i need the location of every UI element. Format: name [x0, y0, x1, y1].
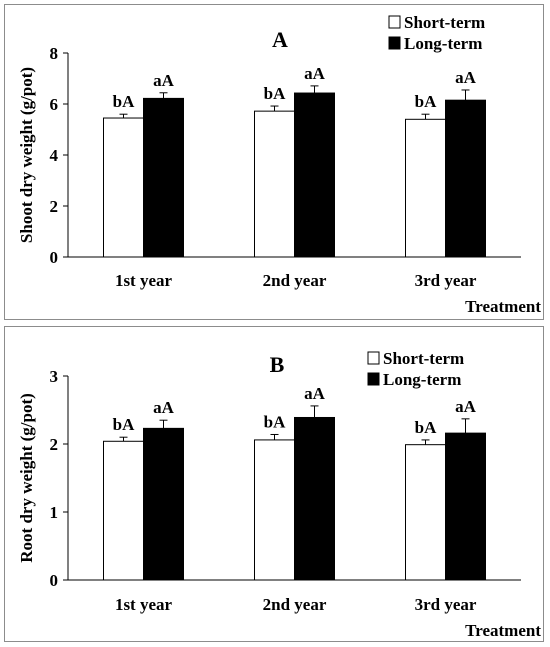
x-category-label: 1st year [115, 271, 173, 290]
y-tick-label: 6 [50, 95, 59, 114]
x-category-label: 2nd year [263, 595, 327, 614]
legend-swatch-long-term [388, 36, 401, 50]
x-category-label: 3rd year [415, 271, 477, 290]
legend-swatch-long-term [367, 372, 380, 386]
legend-label-short-term: Short-term [383, 349, 464, 368]
legend-label-long-term: Long-term [383, 370, 461, 389]
bar-short-term [254, 110, 295, 258]
x-axis-title: Treatment [465, 297, 541, 316]
x-category-label: 3rd year [415, 595, 477, 614]
chart-panel-a: 0 2 4 6 8 Shoot dry weight (g/pot) bA aA 1st yea… [4, 4, 544, 320]
y-tick-label: 1 [50, 503, 59, 522]
significance-label: aA [153, 71, 175, 90]
bar-short-term [405, 444, 446, 581]
panel-letter: A [272, 27, 288, 52]
significance-label: bA [113, 415, 135, 434]
y-tick-label: 3 [50, 367, 59, 386]
significance-label: bA [113, 92, 135, 111]
significance-label: bA [415, 418, 437, 437]
significance-label: aA [455, 397, 477, 416]
significance-label: bA [264, 84, 286, 103]
y-axis-title: Root dry weight (g/pot) [17, 393, 36, 563]
chart-b-svg: 0 1 2 3 Root dry weight (g/pot) bA aA 1st year b… [17, 349, 541, 640]
significance-label: aA [304, 64, 326, 83]
significance-label: aA [304, 384, 326, 403]
y-tick-label: 8 [50, 44, 59, 63]
y-tick-label: 0 [50, 248, 59, 267]
bar-long-term [143, 97, 184, 258]
bar-long-term [445, 99, 486, 258]
significance-label: aA [153, 398, 175, 417]
significance-label: aA [455, 68, 477, 87]
y-tick-label: 2 [50, 435, 59, 454]
legend-label-long-term: Long-term [404, 34, 482, 53]
x-category-label: 1st year [115, 595, 173, 614]
y-tick-label: 0 [50, 571, 59, 590]
bar-long-term [294, 416, 335, 581]
chart-panel-b: 0 1 2 3 Root dry weight (g/pot) bA aA 1st year b… [4, 326, 544, 642]
y-tick-label: 2 [50, 197, 59, 216]
bar-long-term [445, 432, 486, 581]
bar-short-term [103, 440, 144, 581]
y-axis-title: Shoot dry weight (g/pot) [17, 67, 36, 243]
bar-long-term [143, 427, 184, 581]
bar-short-term [103, 117, 144, 258]
significance-label: bA [264, 412, 286, 431]
bar-long-term [294, 92, 335, 258]
chart-a-svg: 0 2 4 6 8 Shoot dry weight (g/pot) bA aA 1st yea… [17, 13, 541, 316]
x-category-label: 2nd year [263, 271, 327, 290]
x-axis-title: Treatment [465, 621, 541, 640]
bar-short-term [254, 439, 295, 581]
panel-letter: B [270, 352, 285, 377]
bar-short-term [405, 118, 446, 258]
legend-label-short-term: Short-term [404, 13, 485, 32]
legend-swatch-short-term [367, 351, 380, 365]
significance-label: bA [415, 92, 437, 111]
legend-swatch-short-term [388, 15, 401, 29]
y-tick-label: 4 [50, 146, 59, 165]
